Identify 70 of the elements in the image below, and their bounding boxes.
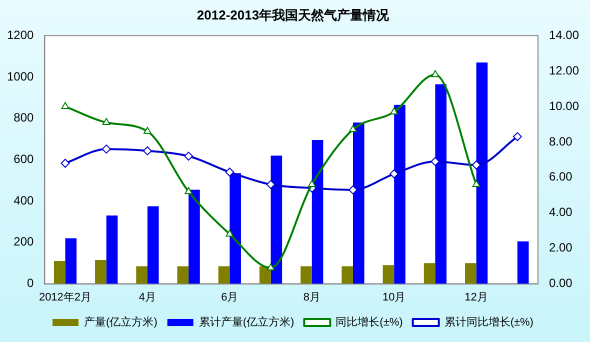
bar [300, 266, 312, 284]
legend-label: 累计产量(亿立方米) [198, 316, 294, 329]
y2-tick-label: 4.00 [548, 205, 573, 220]
y-tick-label: 800 [14, 110, 34, 125]
y2-tick-label: 2.00 [548, 240, 573, 255]
bar [65, 238, 77, 284]
x-tick-label: 4月 [138, 291, 156, 304]
point [431, 70, 440, 78]
bar [95, 260, 106, 284]
x-tick-label: 6月 [221, 291, 238, 304]
bar [136, 266, 148, 284]
y2-tick-label: 8.00 [548, 134, 573, 148]
legend-label: 累计同比增长(±%) [444, 316, 534, 329]
point [226, 230, 234, 237]
y-tick-label: 200 [14, 234, 34, 249]
point [142, 146, 152, 156]
bar [230, 173, 241, 284]
bar [424, 263, 436, 284]
point [348, 185, 358, 194]
point [472, 160, 481, 170]
bar [394, 104, 406, 284]
x-tick-label: 2012年2月 [38, 291, 92, 304]
bar [465, 263, 476, 284]
bar [476, 62, 488, 284]
chart-title: 2012-2013年我国天然气产量情况 [196, 7, 390, 22]
point [390, 169, 399, 178]
y-tick-label: 600 [14, 152, 34, 166]
bar [106, 216, 118, 284]
bar [147, 206, 159, 284]
y2-tick-label: 0.00 [548, 276, 573, 290]
point [349, 125, 357, 132]
x-tick-label: 10月 [382, 291, 406, 304]
point [102, 118, 110, 125]
bar [270, 156, 282, 284]
bar [188, 190, 200, 284]
y2-tick-label: 10.00 [548, 98, 580, 113]
point [61, 102, 70, 110]
point [184, 187, 193, 194]
bar [54, 261, 66, 284]
point [102, 144, 111, 154]
bar [218, 266, 230, 284]
point [430, 156, 440, 166]
point [225, 168, 234, 177]
legend-label: 产量(亿立方米) [84, 316, 158, 329]
point [184, 152, 194, 161]
point [512, 132, 522, 142]
y-tick-label: 0 [27, 276, 34, 290]
bar [382, 265, 394, 284]
point [143, 126, 152, 134]
point [308, 180, 316, 188]
x-tick-label: 12月 [464, 291, 488, 304]
point [266, 263, 275, 270]
y2-tick-label: 12.00 [548, 63, 580, 78]
y-tick-label: 1200 [6, 28, 34, 42]
bar [435, 84, 447, 284]
x-tick-label: 8月 [303, 291, 320, 304]
legend-label: 同比增长(±%) [336, 316, 403, 329]
bar [177, 266, 189, 284]
y-tick-label: 1000 [6, 69, 34, 84]
y2-tick-label: 14.00 [548, 28, 580, 42]
bar [342, 266, 353, 284]
point [266, 180, 276, 190]
point [472, 180, 480, 188]
bar [352, 122, 364, 284]
point [60, 158, 70, 168]
point [390, 107, 398, 114]
bar [517, 241, 529, 284]
y-tick-label: 400 [14, 193, 34, 208]
y2-tick-label: 6.00 [548, 170, 573, 184]
bar [312, 140, 324, 284]
